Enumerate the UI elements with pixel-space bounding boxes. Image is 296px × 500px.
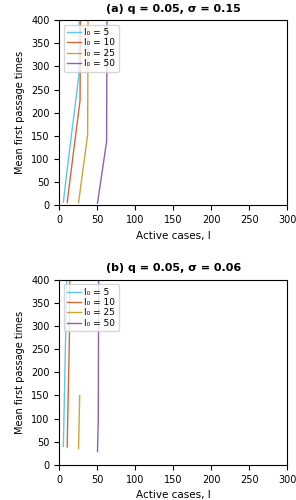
I₀ = 50 xyxy=(96,448,99,454)
Line: I₀ = 5: I₀ = 5 xyxy=(63,280,67,446)
I₀ = 10 xyxy=(68,175,72,181)
I₀ = 10 xyxy=(65,200,69,205)
Y-axis label: Mean first passage times: Mean first passage times xyxy=(15,310,25,434)
Line: I₀ = 5: I₀ = 5 xyxy=(63,20,79,202)
I₀ = 5 xyxy=(62,199,65,205)
Title: (b) q = 0.05, σ = 0.06: (b) q = 0.05, σ = 0.06 xyxy=(106,263,241,273)
Title: (a) q = 0.05, σ = 0.15: (a) q = 0.05, σ = 0.15 xyxy=(106,4,241,14)
I₀ = 50 xyxy=(96,200,99,206)
X-axis label: Active cases, I: Active cases, I xyxy=(136,490,210,500)
Line: I₀ = 50: I₀ = 50 xyxy=(97,20,107,204)
Line: I₀ = 25: I₀ = 25 xyxy=(78,20,89,203)
X-axis label: Active cases, I: Active cases, I xyxy=(136,230,210,240)
Line: I₀ = 10: I₀ = 10 xyxy=(67,280,70,447)
I₀ = 25 xyxy=(77,446,80,452)
I₀ = 25 xyxy=(77,200,80,206)
Legend: I₀ = 5, I₀ = 10, I₀ = 25, I₀ = 50: I₀ = 5, I₀ = 10, I₀ = 25, I₀ = 50 xyxy=(64,24,119,72)
I₀ = 5 xyxy=(62,444,65,450)
Legend: I₀ = 5, I₀ = 10, I₀ = 25, I₀ = 50: I₀ = 5, I₀ = 10, I₀ = 25, I₀ = 50 xyxy=(64,284,119,332)
Line: I₀ = 25: I₀ = 25 xyxy=(78,396,80,448)
I₀ = 10 xyxy=(65,444,69,450)
Line: I₀ = 10: I₀ = 10 xyxy=(67,20,81,203)
Line: I₀ = 50: I₀ = 50 xyxy=(97,280,99,452)
Y-axis label: Mean first passage times: Mean first passage times xyxy=(15,51,25,174)
I₀ = 10 xyxy=(68,181,71,187)
I₀ = 25 xyxy=(83,154,86,160)
I₀ = 10 xyxy=(68,332,71,338)
